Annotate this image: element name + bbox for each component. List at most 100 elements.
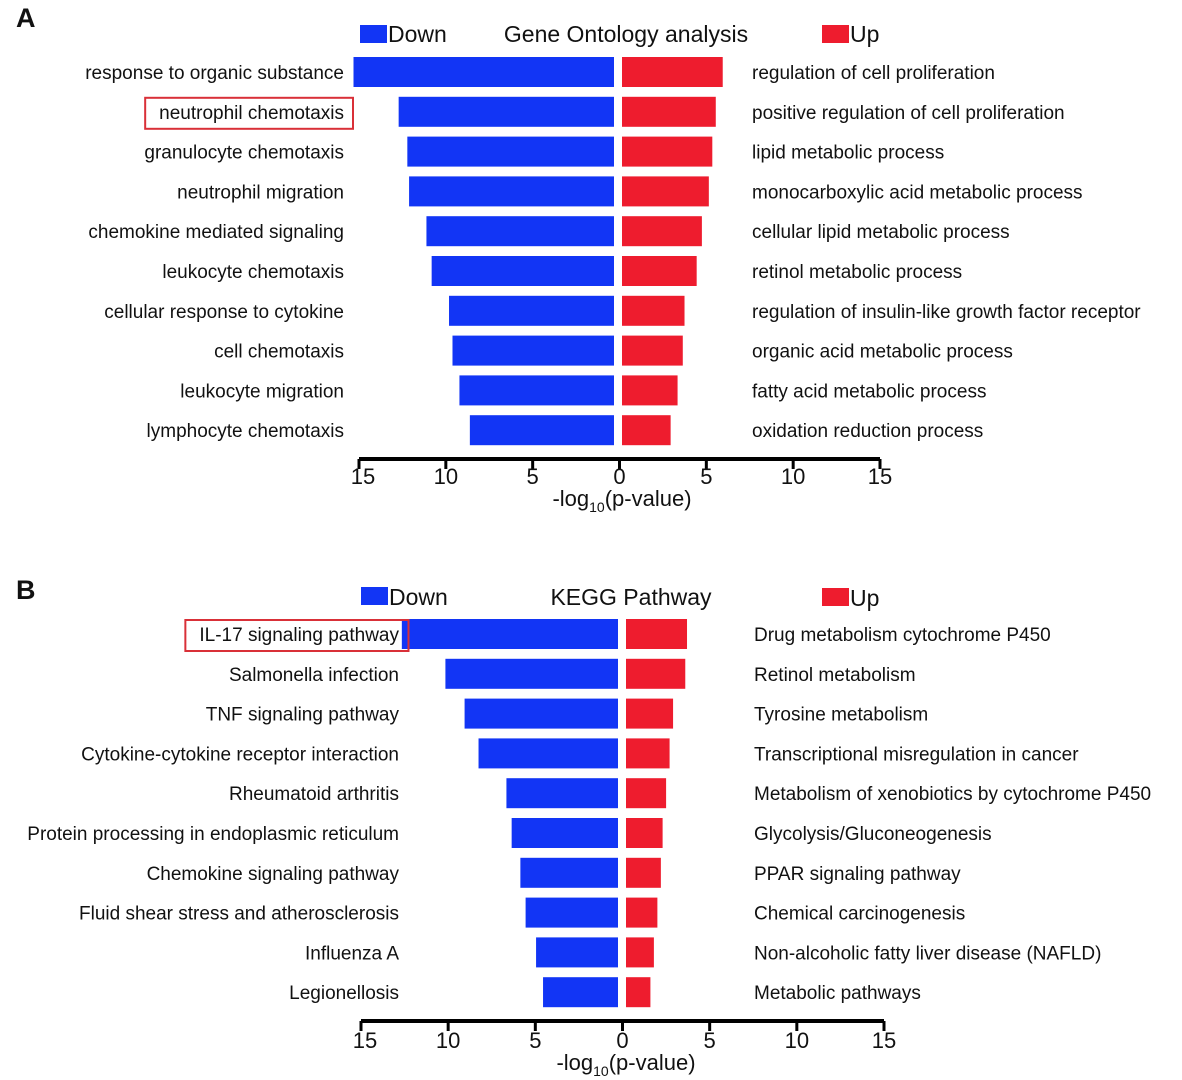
bar-down xyxy=(464,698,618,729)
category-label-up: Chemical carcinogenesis xyxy=(754,904,965,925)
legend-swatch-down xyxy=(361,587,388,605)
category-label-down: lymphocyte chemotaxis xyxy=(147,421,344,442)
bar-up xyxy=(622,136,713,167)
category-label-up: Transcriptional misregulation in cancer xyxy=(754,744,1079,765)
x-tick-label: 5 xyxy=(704,1028,716,1053)
panel-a: A Gene Ontology analysis Down Up response to… xyxy=(16,3,1141,515)
category-label-down: response to organic substance xyxy=(85,63,344,84)
chart-title: KEGG Pathway xyxy=(550,584,712,610)
legend-label-up: Up xyxy=(850,21,879,47)
category-label-up: PPAR signaling pathway xyxy=(754,864,961,885)
x-tick-label: 10 xyxy=(434,464,458,489)
bar-up xyxy=(626,857,661,888)
category-label-down: neutrophil chemotaxis xyxy=(159,103,344,124)
x-axis-label-suffix: (p-value) xyxy=(609,1050,696,1075)
chart-title: Gene Ontology analysis xyxy=(504,21,748,47)
panel-label: B xyxy=(16,575,36,605)
bar-down xyxy=(452,335,614,366)
category-label-up: Metabolic pathways xyxy=(754,983,921,1004)
category-label-up: organic acid metabolic process xyxy=(752,342,1013,363)
bar-down xyxy=(511,818,618,848)
bar-up xyxy=(622,375,678,406)
category-label-up: Non-alcoholic fatty liver disease (NAFLD… xyxy=(754,943,1101,964)
bar-down xyxy=(409,176,614,207)
x-tick-label: 15 xyxy=(353,1028,377,1053)
legend-label-up: Up xyxy=(850,585,879,611)
category-label-up: regulation of insulin-like growth factor… xyxy=(752,302,1141,323)
category-label-down: Fluid shear stress and atherosclerosis xyxy=(79,904,399,925)
x-axis-label: -log10(p-value) xyxy=(556,1050,695,1079)
legend-swatch-down xyxy=(360,25,387,43)
x-tick-label: 15 xyxy=(351,464,375,489)
category-label-down: cell chemotaxis xyxy=(214,342,344,363)
bar-down xyxy=(407,136,614,167)
category-label-up: Drug metabolism cytochrome P450 xyxy=(754,625,1051,646)
category-label-down: Cytokine-cytokine receptor interaction xyxy=(81,744,399,765)
category-label-down: chemokine mediated signaling xyxy=(88,222,344,243)
x-tick-label: 5 xyxy=(700,464,712,489)
bar-up xyxy=(626,897,658,928)
x-axis-label-subscript: 10 xyxy=(593,1063,609,1079)
bar-up xyxy=(622,176,709,207)
bar-down xyxy=(353,57,614,87)
category-label-down: leukocyte chemotaxis xyxy=(162,262,344,283)
category-label-up: fatty acid metabolic process xyxy=(752,381,986,402)
x-tick-label: 15 xyxy=(872,1028,896,1053)
bar-down xyxy=(469,415,614,446)
bar-up xyxy=(626,818,663,848)
bar-down xyxy=(478,738,618,769)
x-tick-label: 15 xyxy=(868,464,892,489)
category-label-down: cellular response to cytokine xyxy=(104,302,344,323)
x-axis-label-prefix: -log xyxy=(556,1050,593,1075)
x-tick-label: 5 xyxy=(527,464,539,489)
bar-up xyxy=(622,415,671,446)
bar-down xyxy=(445,658,618,689)
category-label-down: TNF signaling pathway xyxy=(206,705,400,726)
bar-down xyxy=(506,778,618,809)
category-label-down: Legionellosis xyxy=(289,983,399,1004)
x-tick-label: 10 xyxy=(436,1028,460,1053)
category-label-down: Protein processing in endoplasmic reticu… xyxy=(27,824,399,845)
panel-label: A xyxy=(16,3,36,33)
category-label-up: positive regulation of cell proliferatio… xyxy=(752,103,1065,124)
bar-down xyxy=(398,96,614,127)
bar-up xyxy=(626,778,667,809)
category-label-up: monocarboxylic acid metabolic process xyxy=(752,182,1083,203)
x-axis-label: -log10(p-value) xyxy=(552,486,691,515)
category-label-down: Influenza A xyxy=(305,943,399,964)
bar-down xyxy=(459,375,614,406)
bar-up xyxy=(626,738,670,769)
bar-down xyxy=(449,295,614,326)
x-tick-label: 0 xyxy=(616,1028,628,1053)
bar-down xyxy=(401,619,618,649)
bar-up xyxy=(622,96,716,127)
x-axis-label-subscript: 10 xyxy=(589,499,605,515)
category-label-down: Rheumatoid arthritis xyxy=(229,784,399,805)
bar-down xyxy=(431,256,614,286)
category-label-up: oxidation reduction process xyxy=(752,421,983,442)
bar-up xyxy=(626,698,674,729)
highlight-box xyxy=(144,96,354,130)
bar-down xyxy=(543,977,618,1008)
x-tick-label: 0 xyxy=(613,464,625,489)
x-axis-label-suffix: (p-value) xyxy=(605,486,692,511)
bar-down xyxy=(426,216,614,247)
bar-down xyxy=(520,857,618,888)
legend-label-down: Down xyxy=(388,21,447,47)
category-label-down: leukocyte migration xyxy=(180,381,344,402)
category-label-down: Salmonella infection xyxy=(229,665,399,686)
bar-up xyxy=(626,937,654,968)
bar-up xyxy=(626,977,651,1008)
category-label-down: Chemokine signaling pathway xyxy=(147,864,400,885)
bar-up xyxy=(626,619,688,649)
bar-up xyxy=(626,658,686,689)
category-label-up: Tyrosine metabolism xyxy=(754,705,928,726)
category-label-up: retinol metabolic process xyxy=(752,262,962,283)
category-label-up: regulation of cell proliferation xyxy=(752,63,995,84)
bar-down xyxy=(525,897,618,928)
category-label-down: granulocyte chemotaxis xyxy=(144,143,344,164)
category-label-up: Metabolism of xenobiotics by cytochrome … xyxy=(754,784,1151,805)
bar-up xyxy=(622,335,683,366)
bar-up xyxy=(622,295,685,326)
